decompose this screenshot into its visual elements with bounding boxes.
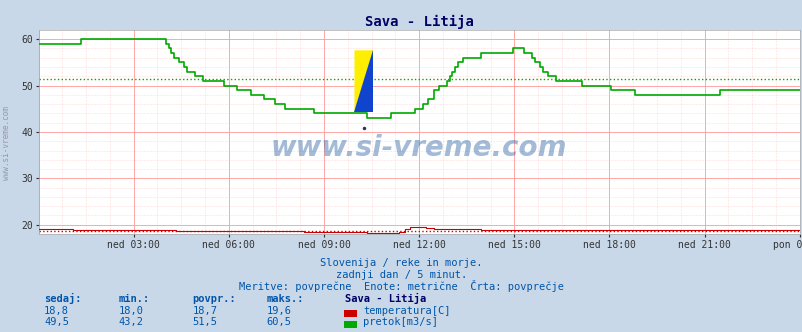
Text: 60,5: 60,5 bbox=[266, 317, 291, 327]
Text: www.si-vreme.com: www.si-vreme.com bbox=[2, 106, 11, 180]
Text: min.:: min.: bbox=[119, 294, 150, 304]
Text: temperatura[C]: temperatura[C] bbox=[363, 306, 450, 316]
Text: 51,5: 51,5 bbox=[192, 317, 217, 327]
Text: sedaj:: sedaj: bbox=[44, 293, 82, 304]
Text: povpr.:: povpr.: bbox=[192, 294, 236, 304]
Text: 18,8: 18,8 bbox=[44, 306, 69, 316]
Text: 18,7: 18,7 bbox=[192, 306, 217, 316]
Text: 43,2: 43,2 bbox=[119, 317, 144, 327]
Title: Sava - Litija: Sava - Litija bbox=[364, 15, 473, 29]
Text: 19,6: 19,6 bbox=[266, 306, 291, 316]
Text: maks.:: maks.: bbox=[266, 294, 304, 304]
Polygon shape bbox=[354, 50, 373, 112]
Text: Sava - Litija: Sava - Litija bbox=[345, 293, 426, 304]
Text: Meritve: povprečne  Enote: metrične  Črta: povprečje: Meritve: povprečne Enote: metrične Črta:… bbox=[239, 280, 563, 291]
Polygon shape bbox=[354, 50, 373, 112]
Text: pretok[m3/s]: pretok[m3/s] bbox=[363, 317, 437, 327]
Text: zadnji dan / 5 minut.: zadnji dan / 5 minut. bbox=[335, 270, 467, 280]
Text: 18,0: 18,0 bbox=[119, 306, 144, 316]
Text: www.si-vreme.com: www.si-vreme.com bbox=[270, 134, 567, 162]
Text: Slovenija / reke in morje.: Slovenija / reke in morje. bbox=[320, 258, 482, 268]
Text: 49,5: 49,5 bbox=[44, 317, 69, 327]
